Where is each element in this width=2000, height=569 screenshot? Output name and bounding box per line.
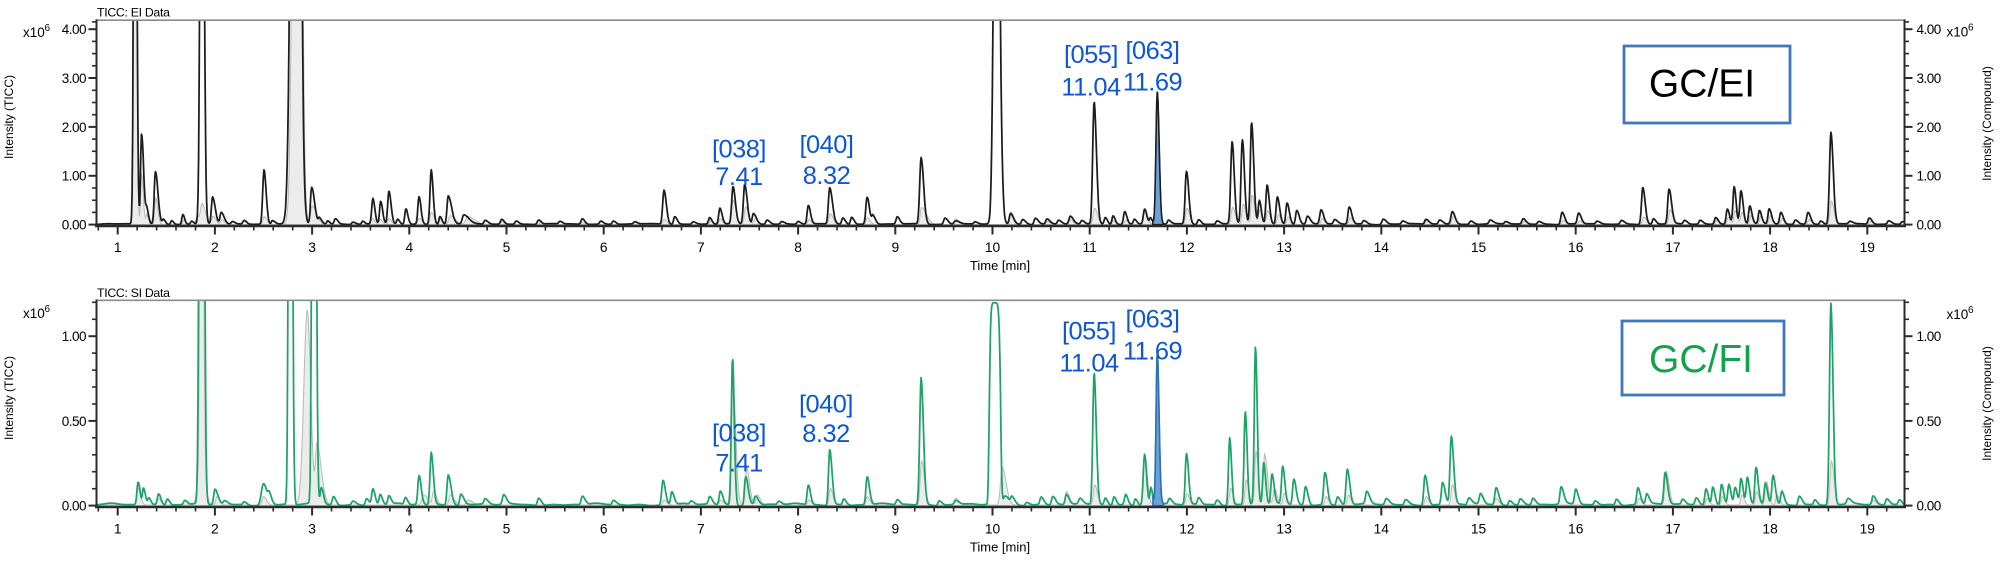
svg-text:19: 19: [1860, 240, 1876, 255]
svg-text:Time [min]: Time [min]: [970, 258, 1030, 273]
svg-text:1.00: 1.00: [1917, 169, 1941, 184]
svg-text:11.69: 11.69: [1123, 337, 1182, 365]
svg-text:19: 19: [1860, 522, 1876, 537]
svg-text:14: 14: [1374, 522, 1390, 537]
svg-text:x10: x10: [23, 25, 45, 40]
svg-text:15: 15: [1471, 522, 1487, 537]
svg-text:[040]: [040]: [800, 131, 854, 159]
svg-text:10: 10: [985, 240, 1001, 255]
svg-text:[038]: [038]: [712, 136, 766, 164]
svg-text:4.00: 4.00: [62, 22, 86, 37]
svg-text:16: 16: [1568, 240, 1584, 255]
svg-text:11.04: 11.04: [1061, 74, 1121, 102]
svg-text:[040]: [040]: [799, 390, 853, 418]
svg-text:2.00: 2.00: [1917, 120, 1941, 135]
svg-text:14: 14: [1374, 240, 1390, 255]
svg-text:[038]: [038]: [712, 420, 766, 448]
svg-text:TICC: SI Data: TICC: SI Data: [97, 286, 170, 300]
svg-text:[063]: [063]: [1126, 306, 1180, 334]
svg-text:1: 1: [114, 240, 122, 255]
svg-text:Intensity (Compound): Intensity (Compound): [1980, 66, 1994, 181]
svg-text:GC/EI: GC/EI: [1649, 63, 1755, 106]
svg-text:11: 11: [1083, 240, 1097, 255]
svg-text:12: 12: [1179, 522, 1194, 537]
svg-text:12: 12: [1179, 240, 1194, 255]
svg-text:0.00: 0.00: [62, 499, 86, 514]
svg-text:2: 2: [211, 522, 219, 537]
svg-text:2.00: 2.00: [62, 120, 86, 135]
svg-text:4: 4: [405, 522, 413, 537]
svg-text:Time [min]: Time [min]: [970, 540, 1030, 555]
svg-text:x10: x10: [23, 306, 45, 321]
svg-text:17: 17: [1665, 240, 1680, 255]
svg-text:0.00: 0.00: [62, 218, 86, 233]
svg-text:3: 3: [308, 240, 316, 255]
svg-text:0.50: 0.50: [1917, 414, 1941, 429]
svg-text:9: 9: [891, 240, 899, 255]
svg-text:GC/FI: GC/FI: [1649, 338, 1753, 381]
svg-text:[063]: [063]: [1126, 37, 1180, 65]
svg-text:6: 6: [600, 522, 608, 537]
svg-text:6: 6: [45, 304, 51, 315]
svg-text:8.32: 8.32: [802, 420, 849, 448]
svg-text:11.04: 11.04: [1059, 350, 1119, 378]
svg-text:16: 16: [1568, 522, 1584, 537]
svg-text:1: 1: [114, 522, 122, 537]
svg-text:7: 7: [697, 240, 705, 255]
svg-text:0.50: 0.50: [62, 414, 86, 429]
svg-text:0.00: 0.00: [1917, 218, 1941, 233]
svg-text:3.00: 3.00: [1917, 71, 1941, 86]
svg-text:1.00: 1.00: [62, 329, 86, 344]
svg-text:15: 15: [1471, 240, 1487, 255]
svg-text:[055]: [055]: [1064, 41, 1118, 69]
svg-text:5: 5: [503, 522, 511, 537]
svg-text:8: 8: [794, 522, 802, 537]
svg-text:4.00: 4.00: [1917, 22, 1941, 37]
svg-text:0.00: 0.00: [1917, 499, 1941, 514]
svg-text:6: 6: [45, 23, 51, 34]
svg-text:10: 10: [985, 522, 1001, 537]
svg-text:6: 6: [1968, 305, 1974, 316]
svg-text:18: 18: [1762, 240, 1778, 255]
svg-text:9: 9: [891, 522, 899, 537]
svg-text:4: 4: [405, 240, 413, 255]
svg-text:[055]: [055]: [1062, 318, 1116, 346]
svg-text:Intensity (TICC): Intensity (TICC): [2, 356, 16, 440]
svg-text:13: 13: [1276, 522, 1292, 537]
svg-text:7: 7: [697, 522, 705, 537]
svg-text:3.00: 3.00: [62, 71, 86, 86]
svg-text:13: 13: [1276, 240, 1292, 255]
svg-text:7.41: 7.41: [715, 450, 762, 478]
svg-text:6: 6: [1968, 23, 1974, 34]
svg-text:TICC: EI Data: TICC: EI Data: [97, 6, 170, 20]
svg-text:18: 18: [1762, 522, 1778, 537]
svg-text:6: 6: [600, 240, 608, 255]
svg-text:8: 8: [794, 240, 802, 255]
svg-text:Intensity (Compound): Intensity (Compound): [1980, 346, 1994, 461]
svg-text:Intensity (TICC): Intensity (TICC): [2, 75, 16, 159]
svg-text:8.32: 8.32: [803, 162, 850, 190]
svg-text:3: 3: [308, 522, 316, 537]
svg-text:x10: x10: [1947, 307, 1969, 322]
svg-text:1.00: 1.00: [62, 169, 86, 184]
svg-text:2: 2: [211, 240, 219, 255]
svg-text:17: 17: [1665, 522, 1680, 537]
svg-text:x10: x10: [1947, 25, 1969, 40]
svg-text:1.00: 1.00: [1917, 329, 1941, 344]
svg-text:7.41: 7.41: [715, 163, 762, 191]
svg-text:11: 11: [1083, 522, 1097, 537]
svg-text:11.69: 11.69: [1123, 69, 1182, 97]
svg-text:5: 5: [503, 240, 511, 255]
